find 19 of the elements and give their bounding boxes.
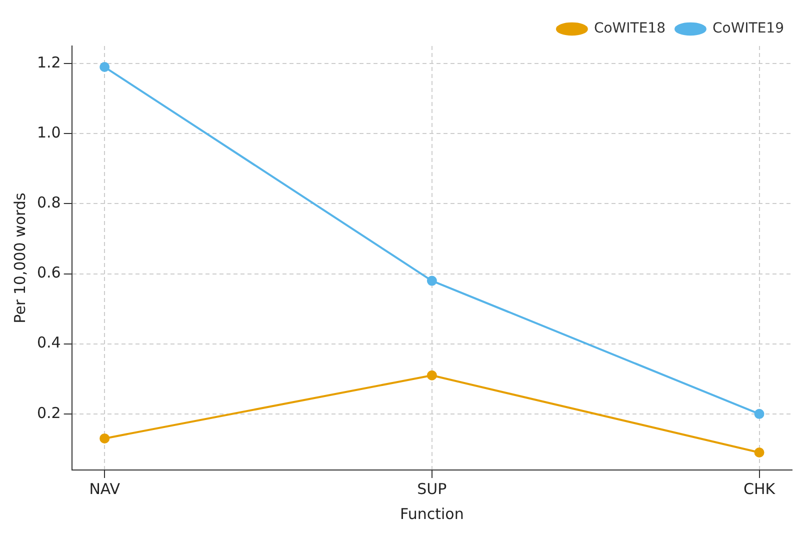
y-tick-label: 1.2 bbox=[36, 53, 61, 72]
legend-label: CoWITE19 bbox=[712, 20, 784, 37]
y-tick-label: 0.2 bbox=[36, 404, 61, 422]
x-tick-label: NAV bbox=[89, 480, 121, 498]
point bbox=[754, 447, 764, 458]
point bbox=[100, 62, 110, 72]
x-axis-title: Function bbox=[400, 504, 464, 523]
y-tick-label: 1.0 bbox=[36, 123, 61, 142]
y-tick-label: 0.6 bbox=[36, 264, 61, 282]
y-tick-label: 0.4 bbox=[36, 334, 61, 352]
point bbox=[426, 370, 437, 380]
point bbox=[426, 276, 437, 286]
x-tick-label: SUP bbox=[417, 480, 447, 498]
x-tick-label: CHK bbox=[743, 480, 776, 498]
legend-label: CoWITE18 bbox=[594, 20, 666, 37]
point bbox=[754, 408, 764, 419]
point bbox=[100, 433, 110, 444]
y-axis-title: Per 10,000 words bbox=[10, 192, 29, 324]
y-tick-label: 0.8 bbox=[36, 194, 61, 212]
